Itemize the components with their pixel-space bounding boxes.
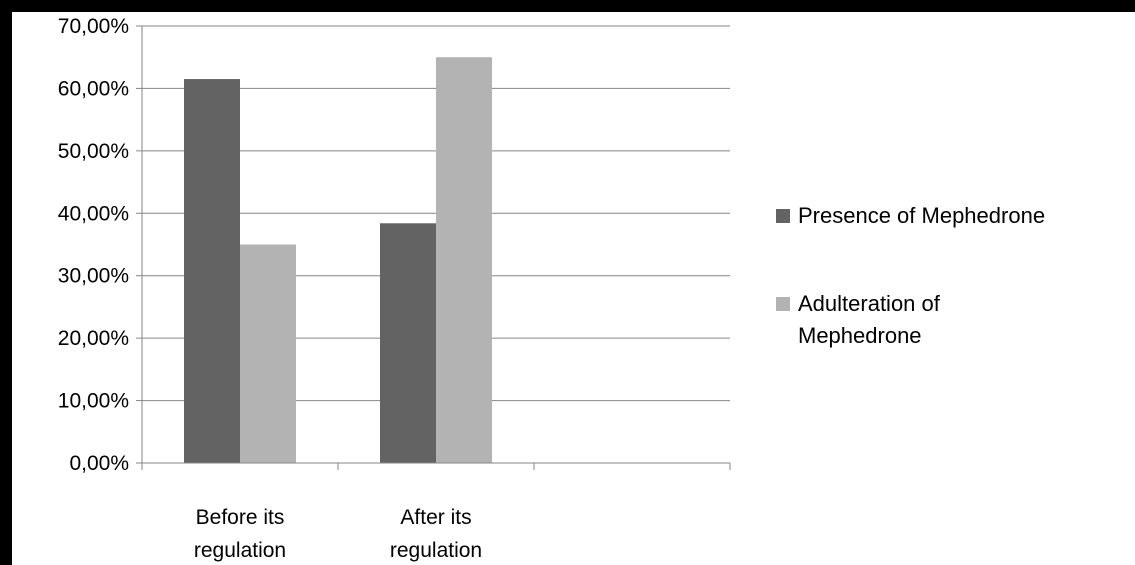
x-tick-label: Before its <box>196 506 285 529</box>
legend-swatch <box>776 209 790 223</box>
bar <box>380 223 436 463</box>
x-tick-label: regulation <box>194 539 286 562</box>
legend-label: Mephedrone <box>798 323 922 348</box>
y-tick-label: 10,00% <box>58 390 129 413</box>
legend: Presence of Mephedrone Adulteration of Mep… <box>776 203 1045 348</box>
bar <box>436 57 492 463</box>
y-tick-label: 30,00% <box>58 265 129 288</box>
legend-label: Adulteration of <box>798 291 941 316</box>
legend-label: Presence of Mephedrone <box>798 203 1045 228</box>
y-tick-label: 60,00% <box>58 77 129 100</box>
y-tick-label: 0,00% <box>69 452 129 475</box>
y-tick-label: 50,00% <box>58 140 129 163</box>
x-tick-label: After its <box>400 506 471 529</box>
bars <box>184 57 492 464</box>
y-axis-tick-labels: 0,00% 10,00% 20,00% 30,00% 40,00% 50,00% 60,00… <box>58 15 129 475</box>
y-tick-label: 20,00% <box>58 327 129 350</box>
bar <box>240 244 296 463</box>
chart-area: 0,00% 10,00% 20,00% 30,00% 40,00% 50,00% 60,00… <box>12 12 1135 565</box>
bar <box>184 79 240 464</box>
axes <box>136 25 731 470</box>
bar-chart: 0,00% 10,00% 20,00% 30,00% 40,00% 50,00% 60,00… <box>58 15 1045 562</box>
y-tick-label: 40,00% <box>58 202 129 225</box>
x-tick-label: regulation <box>390 539 482 562</box>
x-axis-tick-labels: Before its regulation After its regulation <box>194 506 482 562</box>
y-tick-label: 70,00% <box>58 15 129 38</box>
legend-swatch <box>776 297 790 311</box>
